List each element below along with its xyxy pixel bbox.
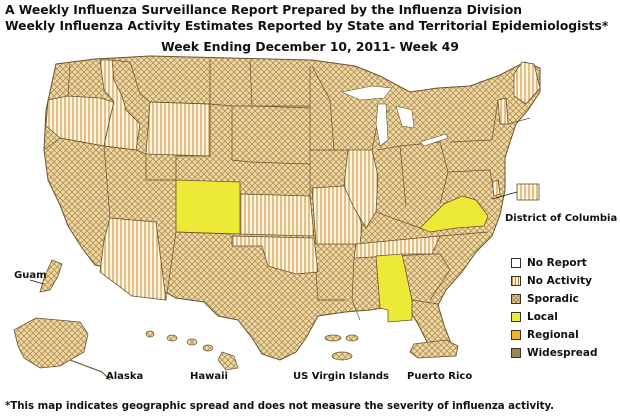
report-title: A Weekly Influenza Surveillance Report P… — [5, 3, 523, 17]
hawaii-islands — [145, 330, 239, 371]
lake-superior — [341, 85, 393, 101]
legend: No Report No Activity Sporadic Local Regiona… — [511, 254, 598, 362]
state-idaho — [99, 59, 141, 151]
lake-huron — [395, 105, 415, 129]
legend-label: Local — [527, 311, 558, 323]
dc-box — [516, 183, 540, 201]
alaska-shape — [13, 317, 89, 369]
label-guam: Guam — [14, 270, 47, 281]
state-delaware — [491, 179, 501, 197]
state-colorado — [175, 179, 241, 235]
week-label: Week Ending December 10, 2011- Week 49 — [161, 40, 459, 54]
legend-label: Widespread — [527, 347, 598, 359]
guam-shape — [39, 259, 63, 293]
legend-item-sporadic: Sporadic — [511, 290, 598, 308]
legend-item-no-activity: No Activity — [511, 272, 598, 290]
legend-label: No Activity — [527, 275, 592, 287]
label-alaska: Alaska — [106, 371, 144, 382]
label-puerto-rico: Puerto Rico — [407, 371, 473, 382]
legend-item-no-report: No Report — [511, 254, 598, 272]
legend-swatch-no-activity — [511, 276, 521, 286]
state-wyoming — [145, 101, 211, 157]
legend-swatch-regional — [511, 330, 521, 340]
legend-label: Regional — [527, 329, 579, 341]
state-virginia — [419, 195, 489, 233]
lake-erie — [419, 133, 449, 147]
legend-swatch-local — [511, 312, 521, 322]
report-subtitle: Weekly Influenza Activity Estimates Repo… — [5, 19, 609, 33]
legend-item-widespread: Widespread — [511, 344, 598, 362]
legend-item-regional: Regional — [511, 326, 598, 344]
legend-swatch-widespread — [511, 348, 521, 358]
legend-label: Sporadic — [527, 293, 579, 305]
state-alabama — [375, 253, 413, 323]
footnote: *This map indicates geographic spread an… — [5, 401, 555, 412]
state-vermont — [497, 97, 509, 125]
legend-swatch-sporadic — [511, 294, 521, 304]
state-maine — [513, 61, 541, 105]
state-oklahoma — [231, 235, 319, 275]
legend-item-local: Local — [511, 308, 598, 326]
usvi-islands — [324, 334, 359, 361]
state-arizona — [99, 217, 167, 301]
legend-label: No Report — [527, 257, 587, 269]
state-kansas — [239, 193, 315, 237]
label-usvi: US Virgin Islands — [293, 371, 389, 382]
puerto-rico-shape — [409, 339, 459, 359]
label-dc: District of Columbia — [505, 213, 618, 224]
lake-michigan — [375, 103, 389, 147]
state-illinois — [343, 149, 379, 229]
legend-swatch-no-report — [511, 258, 521, 268]
label-hawaii: Hawaii — [190, 371, 228, 382]
